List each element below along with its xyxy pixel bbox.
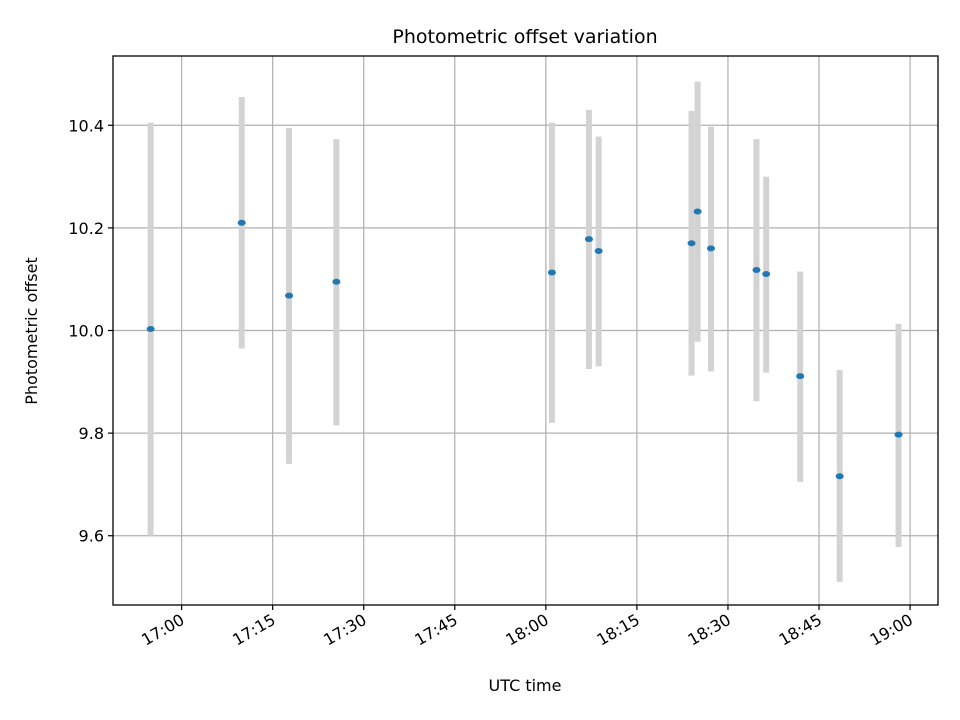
data-point — [796, 373, 805, 380]
data-points — [146, 208, 903, 480]
data-point — [762, 271, 771, 278]
data-point — [594, 247, 603, 254]
y-tick-label: 10.0 — [68, 322, 104, 341]
data-point — [706, 245, 715, 252]
chart-title: Photometric offset variation — [392, 26, 657, 48]
y-axis-ticks: 9.6 9.8 10.0 10.2 10.4 — [68, 116, 113, 546]
data-point — [693, 208, 702, 215]
data-point — [584, 236, 593, 243]
y-axis-label: Photometric offset — [22, 257, 41, 405]
data-point — [285, 292, 294, 299]
data-point — [146, 325, 155, 332]
data-point — [894, 431, 903, 438]
y-tick-label: 10.2 — [68, 219, 104, 238]
data-point — [835, 473, 844, 480]
data-point — [237, 219, 246, 226]
y-tick-label: 9.6 — [79, 527, 104, 546]
x-axis-label: UTC time — [489, 676, 562, 695]
data-point — [547, 269, 556, 276]
data-point — [752, 266, 761, 273]
y-tick-label: 10.4 — [68, 116, 104, 135]
y-tick-label: 9.8 — [79, 424, 104, 443]
data-point — [332, 278, 341, 285]
data-point — [687, 240, 696, 247]
